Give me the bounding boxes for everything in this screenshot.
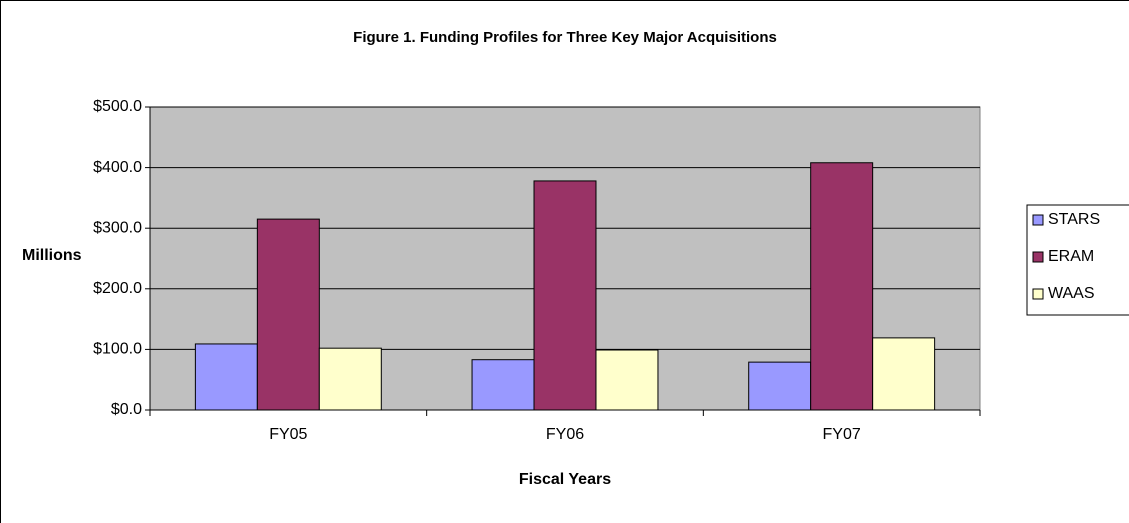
y-tick-label: $400.0 xyxy=(93,159,142,176)
legend-swatch xyxy=(1032,214,1044,226)
y-axis-label: Millions xyxy=(22,247,82,264)
bar xyxy=(595,349,659,411)
y-tick-label: $500.0 xyxy=(93,98,142,115)
x-tick-label: FY07 xyxy=(823,426,861,443)
legend-swatch xyxy=(1032,251,1044,263)
legend-box xyxy=(1026,204,1129,316)
bar xyxy=(256,218,320,411)
bar xyxy=(194,343,258,411)
bar xyxy=(471,359,535,411)
legend-label: WAAS xyxy=(1048,285,1095,302)
y-tick-label: $300.0 xyxy=(93,219,142,236)
legend-swatch xyxy=(1032,288,1044,300)
x-tick-label: FY05 xyxy=(269,426,307,443)
bar xyxy=(318,347,382,411)
y-tick-label: $100.0 xyxy=(93,341,142,358)
bar xyxy=(748,361,812,411)
legend-label: ERAM xyxy=(1048,248,1094,265)
bar xyxy=(872,337,936,411)
chart-title: Figure 1. Funding Profiles for Three Key… xyxy=(353,29,777,46)
bar xyxy=(810,162,874,411)
x-axis-label: Fiscal Years xyxy=(519,471,611,488)
legend-label: STARS xyxy=(1048,211,1100,228)
bar xyxy=(533,180,597,411)
y-tick-label: $0.0 xyxy=(111,401,142,418)
x-tick-label: FY06 xyxy=(546,426,584,443)
y-tick-label: $200.0 xyxy=(93,280,142,297)
